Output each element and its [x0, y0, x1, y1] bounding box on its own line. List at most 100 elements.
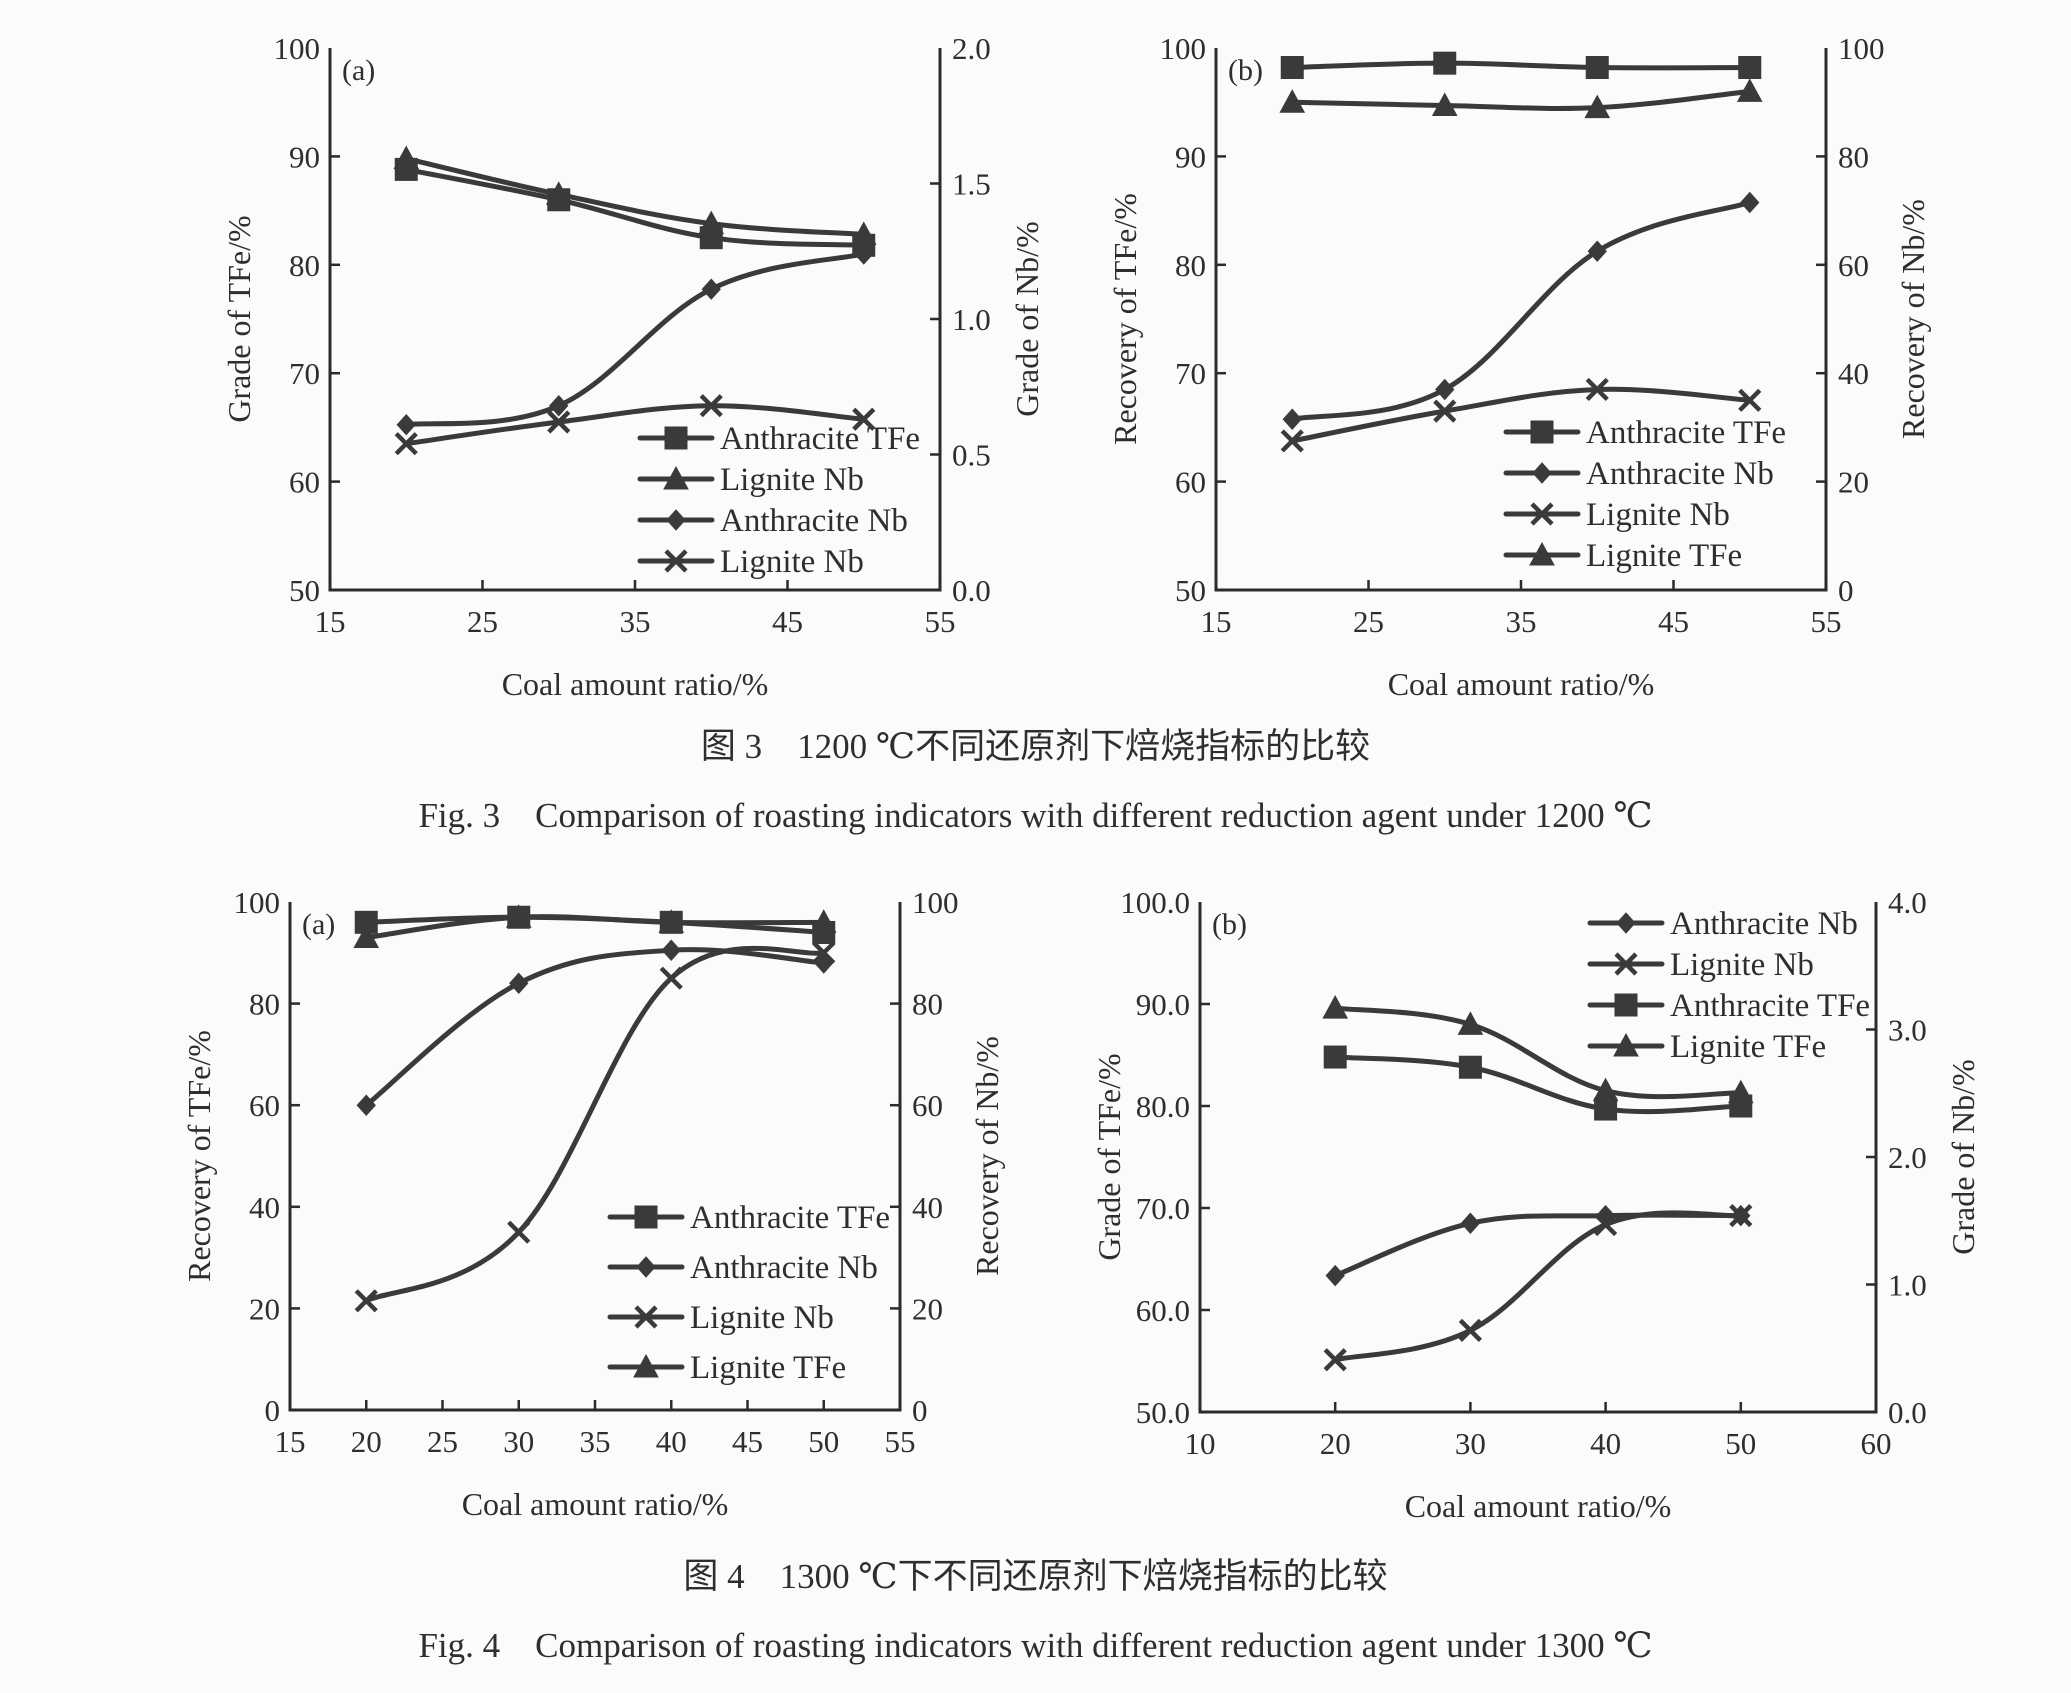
series-line — [1332, 1054, 1744, 1115]
legend-entry: Lignite TFe — [1587, 1029, 1826, 1065]
x-tick-label: 30 — [503, 1424, 534, 1459]
y-tick-label: 100 — [234, 885, 281, 920]
data-point — [1280, 429, 1304, 453]
legend-label: Anthracite Nb — [1586, 456, 1774, 492]
y-tick-label: 100 — [274, 31, 321, 66]
data-point — [1592, 1077, 1619, 1102]
legend-entry: Anthracite TFe — [637, 421, 920, 457]
data-point — [854, 243, 874, 265]
fig4-caption-en: Fig. 4 Comparison of roasting indicators… — [418, 1626, 1653, 1665]
data-point — [547, 410, 571, 434]
legend-entry: Lignite Nb — [607, 1300, 834, 1336]
series-line — [1289, 88, 1753, 111]
legend-entry: Lignite TFe — [607, 1350, 846, 1386]
data-point — [1594, 1097, 1618, 1121]
y2-tick-label: 60 — [912, 1088, 943, 1123]
data-point — [1594, 1212, 1618, 1237]
x-axis-label: Coal amount ratio/% — [1388, 666, 1655, 702]
legend-label: Anthracite Nb — [720, 503, 908, 539]
x-tick-label: 45 — [1658, 604, 1689, 639]
data-point — [1738, 388, 1762, 412]
x-tick-label: 10 — [1185, 1426, 1216, 1461]
x-tick-label: 25 — [1353, 604, 1384, 639]
y2-tick-label: 1.0 — [1888, 1268, 1927, 1303]
data-point — [396, 413, 416, 436]
legend-entry: Anthracite TFe — [607, 1200, 890, 1236]
data-point — [1433, 51, 1457, 75]
data-point — [1727, 1079, 1754, 1104]
legend-marker — [1530, 502, 1554, 526]
y-tick-label: 50 — [289, 573, 320, 608]
data-point — [1457, 1011, 1484, 1035]
data-point — [1736, 78, 1763, 102]
legend-label: Lignite TFe — [690, 1350, 846, 1386]
legend-marker — [1530, 420, 1554, 444]
legend-marker — [1613, 1032, 1639, 1057]
data-point — [1282, 408, 1302, 431]
x-tick-label: 30 — [1455, 1426, 1486, 1461]
data-point — [354, 1289, 378, 1313]
data-point — [661, 939, 681, 962]
x-tick-label: 25 — [427, 1424, 458, 1459]
chart-svg-fig4b: 10 20 30 40 50 60 50.0 60.0 70.0 80.0 90.0 100.0 0.0… — [1091, 885, 1981, 1524]
data-point — [1431, 92, 1458, 116]
legend-marker — [663, 465, 689, 490]
data-point — [701, 278, 721, 300]
series-line — [1289, 60, 1753, 71]
y-tick-label: 90.0 — [1136, 987, 1190, 1022]
y2-tick-label: 60 — [1838, 248, 1869, 283]
y2-tick-label: 20 — [1838, 465, 1869, 500]
series-line — [1332, 1212, 1744, 1279]
y-tick-label: 60.0 — [1136, 1293, 1190, 1328]
legend-marker — [664, 549, 688, 573]
y-tick-label: 90 — [1175, 139, 1206, 174]
series-line — [403, 251, 867, 428]
legend-label: Anthracite TFe — [1586, 415, 1786, 451]
legend-label: Anthracite Nb — [1670, 906, 1858, 942]
x-tick-label: 35 — [580, 1424, 611, 1459]
y-tick-label: 90 — [289, 139, 320, 174]
x-tick-label: 25 — [467, 604, 498, 639]
y2-tick-label: 100 — [1838, 31, 1885, 66]
y2-tick-label: 4.0 — [1888, 885, 1927, 920]
series-lignite-nb-triangle — [393, 145, 877, 245]
y2-tick-label: 40 — [912, 1190, 943, 1225]
series-lignite-tfe-triangle — [1279, 78, 1763, 119]
legend-marker — [1532, 462, 1552, 484]
legend-marker — [1614, 993, 1638, 1017]
legend-entry: Lignite Nb — [1587, 947, 1814, 983]
y-axis-label: Grade of TFe/% — [221, 215, 257, 422]
data-point — [698, 210, 725, 235]
data-point — [1738, 56, 1762, 80]
y2-tick-label: 80 — [912, 987, 943, 1022]
data-point — [545, 181, 572, 205]
y-tick-label: 0 — [265, 1393, 281, 1428]
legend-marker — [1614, 952, 1638, 976]
series-line — [1332, 1005, 1744, 1100]
series-lignite-tfe-triangle — [353, 904, 837, 949]
data-point — [1740, 191, 1760, 214]
y2-axis-label: Recovery of Nb/% — [969, 1036, 1005, 1276]
legend-marker — [633, 1353, 659, 1378]
data-point — [852, 407, 876, 431]
chart-svg-fig3a: 15 25 35 45 55 50 60 70 80 90 100 0.0 0.5 1.0 1.5 2.0 Co… — [221, 31, 1045, 702]
series-line — [363, 914, 827, 941]
series-lignite-nb-x — [1280, 377, 1762, 453]
data-point — [393, 145, 420, 170]
legend-entry: Anthracite Nb — [607, 1250, 878, 1286]
series-line — [1289, 386, 1753, 444]
x-tick-label: 15 — [315, 604, 346, 639]
y-tick-label: 100.0 — [1120, 885, 1190, 920]
x-tick-label: 55 — [885, 1424, 916, 1459]
y-tick-label: 80 — [289, 248, 320, 283]
y-tick-label: 50.0 — [1136, 1395, 1190, 1430]
y2-tick-label: 2.0 — [952, 31, 991, 66]
data-point — [1585, 56, 1609, 80]
x-axis-label: Coal amount ratio/% — [462, 1486, 729, 1522]
legend-label: Lignite Nb — [690, 1300, 834, 1336]
chart-svg-fig3b: 15 25 35 45 55 50 60 70 80 90 100 0 20 40 60 80 100 Coal … — [1107, 31, 1931, 702]
legend-marker — [666, 509, 686, 531]
x-axis-label: Coal amount ratio/% — [502, 666, 769, 702]
y-tick-label: 70 — [1175, 356, 1206, 391]
x-tick-label: 20 — [351, 1424, 382, 1459]
